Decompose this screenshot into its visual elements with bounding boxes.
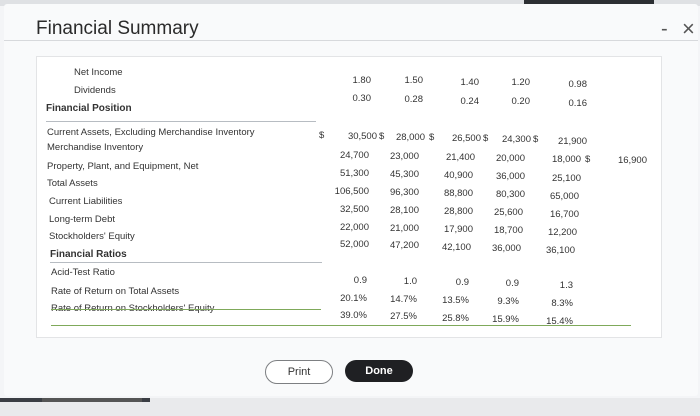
- heading-underline: [46, 121, 316, 122]
- table-bottom-rule: [51, 325, 631, 326]
- cell: 30,500: [347, 131, 377, 142]
- cell: 0.20: [511, 96, 531, 107]
- cell: 20.1%: [340, 293, 367, 304]
- cell: 28,800: [443, 206, 473, 217]
- bottom-bar-mid: [42, 398, 142, 402]
- close-icon[interactable]: ×: [682, 16, 695, 41]
- cell: 25,100: [551, 173, 581, 184]
- currency-symbol: $: [483, 133, 489, 144]
- cell: 1.40: [460, 77, 480, 88]
- cell: 8.3%: [551, 298, 573, 309]
- top-strip-dark: [524, 0, 654, 5]
- row-label-return-on-equity: Rate of Return on Stockholders' Equity: [51, 303, 214, 314]
- cell: 0.16: [568, 98, 588, 109]
- cell: 0.24: [460, 96, 480, 107]
- cell: 24,300: [501, 134, 531, 145]
- cell: 65,000: [549, 191, 579, 202]
- cell: 23,000: [389, 151, 419, 162]
- cell: 25,600: [493, 207, 523, 218]
- cell: 13.5%: [442, 295, 469, 306]
- cell: 28,100: [389, 205, 419, 216]
- row-label-long-term-debt: Long-term Debt: [49, 214, 116, 225]
- cell: 21,900: [557, 136, 587, 147]
- row-label-acid-test-ratio: Acid-Test Ratio: [51, 267, 115, 278]
- cell: 40,900: [443, 170, 473, 181]
- cell: 96,300: [389, 187, 419, 198]
- cell: 25.8%: [442, 313, 469, 324]
- currency-symbol: $: [379, 131, 385, 142]
- row-label-current-assets: Current Assets, Excluding Merchandise In…: [47, 127, 255, 138]
- row-label-stockholders-equity: Stockholders' Equity: [49, 231, 135, 242]
- cell: 0.9: [505, 278, 519, 289]
- cell: 14.7%: [390, 294, 417, 305]
- cell: 18,000: [551, 154, 581, 165]
- row-label-merchandise-inventory: Merchandise Inventory: [47, 142, 144, 153]
- cell: 0.9: [455, 277, 469, 288]
- cell: 1.0: [403, 276, 417, 287]
- cell: 21,000: [389, 223, 419, 234]
- cell: 22,000: [339, 222, 369, 233]
- cell: 12,200: [547, 227, 577, 238]
- cell: 18,700: [493, 225, 523, 236]
- cell: 28,000: [395, 132, 425, 143]
- row-separator: [51, 309, 321, 310]
- currency-symbol: $: [429, 132, 435, 143]
- cell: 36,000: [495, 171, 525, 182]
- cell: 0.28: [404, 94, 424, 105]
- cell: 17,900: [443, 224, 473, 235]
- cell: 20,000: [495, 153, 525, 164]
- row-label-return-on-total-assets: Rate of Return on Total Assets: [51, 286, 180, 297]
- bottom-bar: [0, 398, 700, 416]
- financial-table: Net Income 1.80 1.50 1.40 1.20 0.98 Divi…: [36, 56, 662, 338]
- cell: 24,700: [339, 150, 369, 161]
- window-title: Financial Summary: [36, 18, 199, 39]
- cell: 1.20: [511, 77, 531, 88]
- cell: 15.9%: [492, 314, 519, 325]
- cell: 9.3%: [497, 296, 519, 307]
- cell: 36,100: [545, 245, 575, 256]
- cell: 39.0%: [340, 310, 367, 321]
- cell: 27.5%: [390, 311, 417, 322]
- cell: 51,300: [339, 168, 369, 179]
- cell: 15.4%: [546, 316, 573, 327]
- row-label-dividends: Dividends: [74, 85, 116, 96]
- cell: 88,800: [443, 188, 473, 199]
- print-button[interactable]: Print: [265, 360, 333, 384]
- cell: 0.9: [353, 275, 367, 286]
- cell: 47,200: [389, 240, 419, 251]
- cell: 16,700: [549, 209, 579, 220]
- currency-symbol: $: [319, 130, 325, 141]
- row-label-current-liabilities: Current Liabilities: [49, 196, 123, 207]
- cell: 1.3: [559, 280, 573, 291]
- cell: 80,300: [495, 189, 525, 200]
- cell: 26,500: [451, 133, 481, 144]
- cell: 1.50: [404, 75, 424, 86]
- cell: 0.30: [352, 93, 372, 104]
- cell: 21,400: [445, 152, 475, 163]
- cell: 45,300: [389, 169, 419, 180]
- row-label-total-assets: Total Assets: [47, 178, 98, 189]
- cell: 36,000: [491, 243, 521, 254]
- cell: 106,500: [334, 186, 369, 197]
- cell: 42,100: [441, 242, 471, 253]
- row-label-ppe: Property, Plant, and Equipment, Net: [47, 161, 199, 172]
- currency-symbol: $: [533, 134, 539, 145]
- heading-underline: [50, 262, 322, 263]
- title-divider: [4, 40, 698, 41]
- top-strip: [0, 0, 700, 6]
- currency-symbol: $: [585, 154, 591, 165]
- cell: 52,000: [339, 239, 369, 250]
- cell: 1.80: [352, 75, 372, 86]
- section-heading-financial-ratios: Financial Ratios: [50, 249, 127, 260]
- cell: 16,900: [617, 155, 647, 166]
- cell: 0.98: [568, 79, 588, 90]
- section-heading-financial-position: Financial Position: [46, 103, 132, 114]
- done-button[interactable]: Done: [345, 360, 413, 382]
- row-label-net-income: Net Income: [74, 67, 123, 78]
- cell: 32,500: [339, 204, 369, 215]
- minimize-icon[interactable]: -: [661, 18, 668, 40]
